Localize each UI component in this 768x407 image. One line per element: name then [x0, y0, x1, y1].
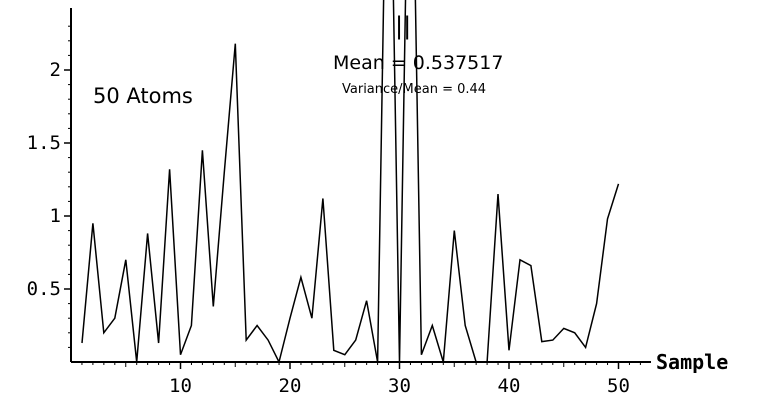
series-group [81, 0, 620, 362]
series-line [81, 0, 620, 362]
off-scale-marker: || [395, 12, 411, 40]
variance-annotation: Variance/Mean = 0.44 [342, 82, 486, 97]
x-axis-label: Sample [656, 350, 728, 374]
y-tick-label: 1.5 [27, 132, 61, 154]
x-tick-label: 10 [169, 375, 192, 397]
y-tick-label: 1 [50, 205, 61, 227]
axes [70, 8, 651, 363]
x-tick-label: 30 [388, 375, 411, 397]
atoms-annotation: 50 Atoms [93, 84, 193, 108]
x-tick-label: 20 [279, 375, 302, 397]
x-tick-label: 50 [607, 375, 630, 397]
y-tick-label: 2 [50, 59, 61, 81]
y-tick-label: 0.5 [27, 278, 61, 300]
x-tick-label: 40 [498, 375, 521, 397]
ticks: 10 20 30 40 50 0.5 1 1.5 2 [27, 25, 641, 397]
mean-annotation: Mean = 0.537517 [333, 52, 503, 74]
